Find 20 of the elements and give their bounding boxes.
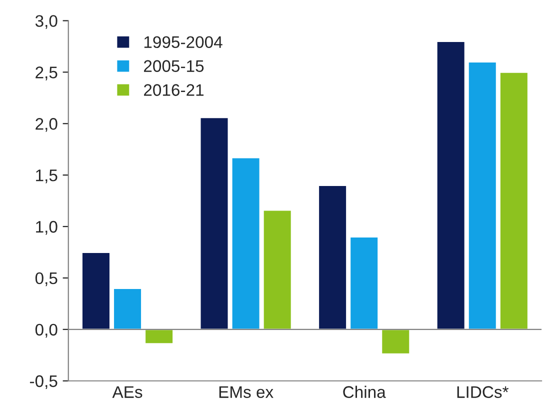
y-tick-label: 0,5 — [35, 272, 58, 286]
legend-label: 2016-21 — [144, 84, 204, 96]
x-tick-label: EMs ex — [219, 386, 274, 398]
bar — [262, 209, 292, 330]
y-tick-label: 1,5 — [36, 170, 58, 184]
x-tick-label: LIDCs* — [457, 386, 509, 398]
y-tick-label: 0,0 — [35, 324, 58, 338]
y-tick-label: 2,5 — [36, 66, 58, 80]
y-tick-label: 3,0 — [35, 15, 58, 29]
bar — [436, 40, 466, 330]
legend-label: 2005-15 — [144, 60, 204, 72]
legend-label: 1995-2004 — [144, 36, 222, 48]
y-tick-label: 1,0 — [36, 220, 58, 235]
bar — [230, 156, 261, 330]
x-tick-label: AEs — [112, 386, 142, 398]
bar — [380, 328, 411, 355]
y-tick-label: -0,5 — [30, 375, 58, 390]
x-tick-label: China — [343, 386, 386, 398]
bar — [199, 116, 230, 330]
y-tick-label: 2,0 — [36, 118, 58, 132]
